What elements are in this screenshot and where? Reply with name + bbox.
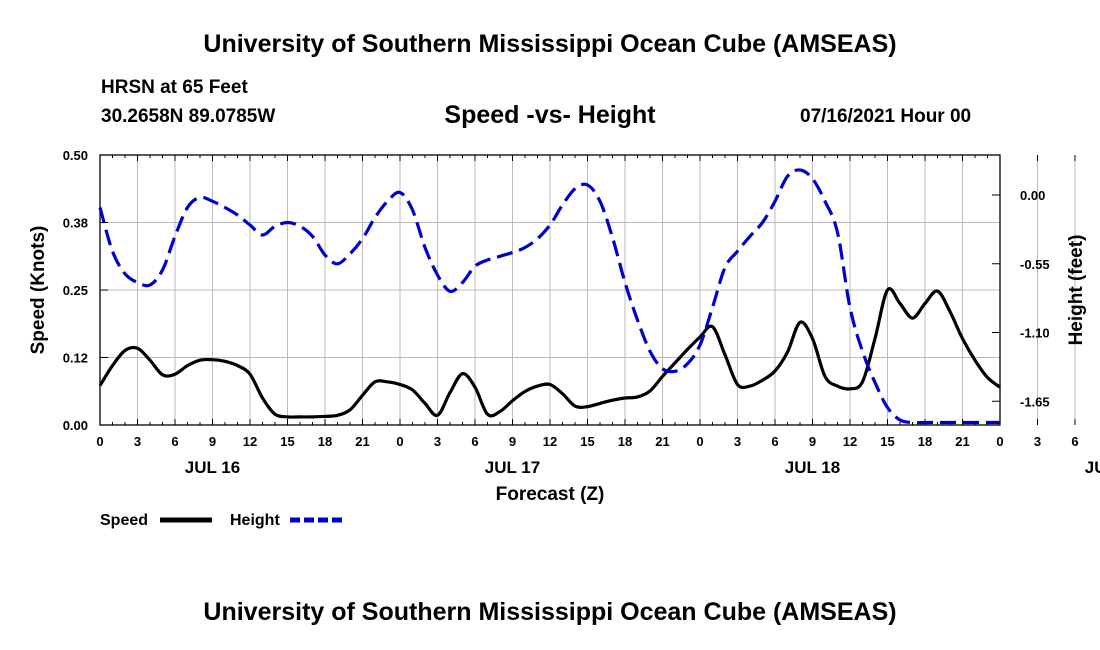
x-tick-label: 18 <box>618 434 632 449</box>
date-label: JUL 19 <box>1085 458 1100 477</box>
date-label: JUL 17 <box>485 458 540 477</box>
height-series-line <box>98 168 1000 425</box>
date-label: JUL 16 <box>185 458 240 477</box>
x-tick-label: 3 <box>134 434 141 449</box>
date-label: JUL 18 <box>785 458 840 477</box>
x-tick-label: 6 <box>1071 434 1078 449</box>
x-tick-label: 12 <box>543 434 557 449</box>
y2-tick-label: -0.55 <box>1020 257 1050 272</box>
chart-title: Speed -vs- Height <box>444 101 656 129</box>
y2-tick-label: -1.65 <box>1020 394 1050 409</box>
x-tick-label: 0 <box>696 434 703 449</box>
x-tick-label: 18 <box>318 434 332 449</box>
x-tick-label: 21 <box>655 434 669 449</box>
x-tick-label: 15 <box>880 434 894 449</box>
top-title: University of Southern Mississippi Ocean… <box>203 30 897 58</box>
x-tick-label: 15 <box>580 434 594 449</box>
y2-axis-title: Height (feet) <box>1066 235 1087 346</box>
legend-label-height: Height <box>230 512 280 529</box>
bottom-title: University of Southern Mississippi Ocean… <box>203 598 897 626</box>
y2-tick-label: 0.00 <box>1020 188 1045 203</box>
x-tick-label: 21 <box>355 434 369 449</box>
x-tick-label: 3 <box>734 434 741 449</box>
y-tick-label: 0.00 <box>63 418 88 433</box>
x-tick-label: 12 <box>243 434 257 449</box>
date-label: 07/16/2021 Hour 00 <box>800 106 972 127</box>
x-tick-label: 3 <box>434 434 441 449</box>
x-tick-label: 15 <box>280 434 294 449</box>
y-axis-title: Speed (Knots) <box>28 226 49 355</box>
x-tick-label: 18 <box>918 434 932 449</box>
station-label: HRSN at 65 Feet <box>101 77 248 98</box>
plot-frame <box>99 154 1001 426</box>
y-tick-label: 0.12 <box>63 351 88 366</box>
y-tick-label: 0.25 <box>63 283 88 298</box>
y-tick-label: 0.50 <box>63 148 88 163</box>
x-tick-label: 0 <box>996 434 1003 449</box>
x-tick-label: 9 <box>809 434 816 449</box>
x-axis-title: Forecast (Z) <box>496 484 605 505</box>
x-tick-label: 6 <box>171 434 178 449</box>
legend-label-speed: Speed <box>100 512 148 529</box>
x-tick-label: 12 <box>843 434 857 449</box>
x-tick-label: 9 <box>209 434 216 449</box>
x-tick-label: 6 <box>771 434 778 449</box>
x-tick-label: 0 <box>96 434 103 449</box>
coordinates-label: 30.2658N 89.0785W <box>101 106 276 127</box>
y-tick-label: 0.38 <box>63 216 88 231</box>
x-tick-label: 9 <box>509 434 516 449</box>
x-tick-label: 0 <box>396 434 403 449</box>
x-tick-label: 21 <box>955 434 969 449</box>
x-tick-label: 3 <box>1034 434 1041 449</box>
y2-tick-label: -1.10 <box>1020 326 1050 341</box>
x-tick-label: 6 <box>471 434 478 449</box>
speed-series-line <box>98 287 1001 419</box>
